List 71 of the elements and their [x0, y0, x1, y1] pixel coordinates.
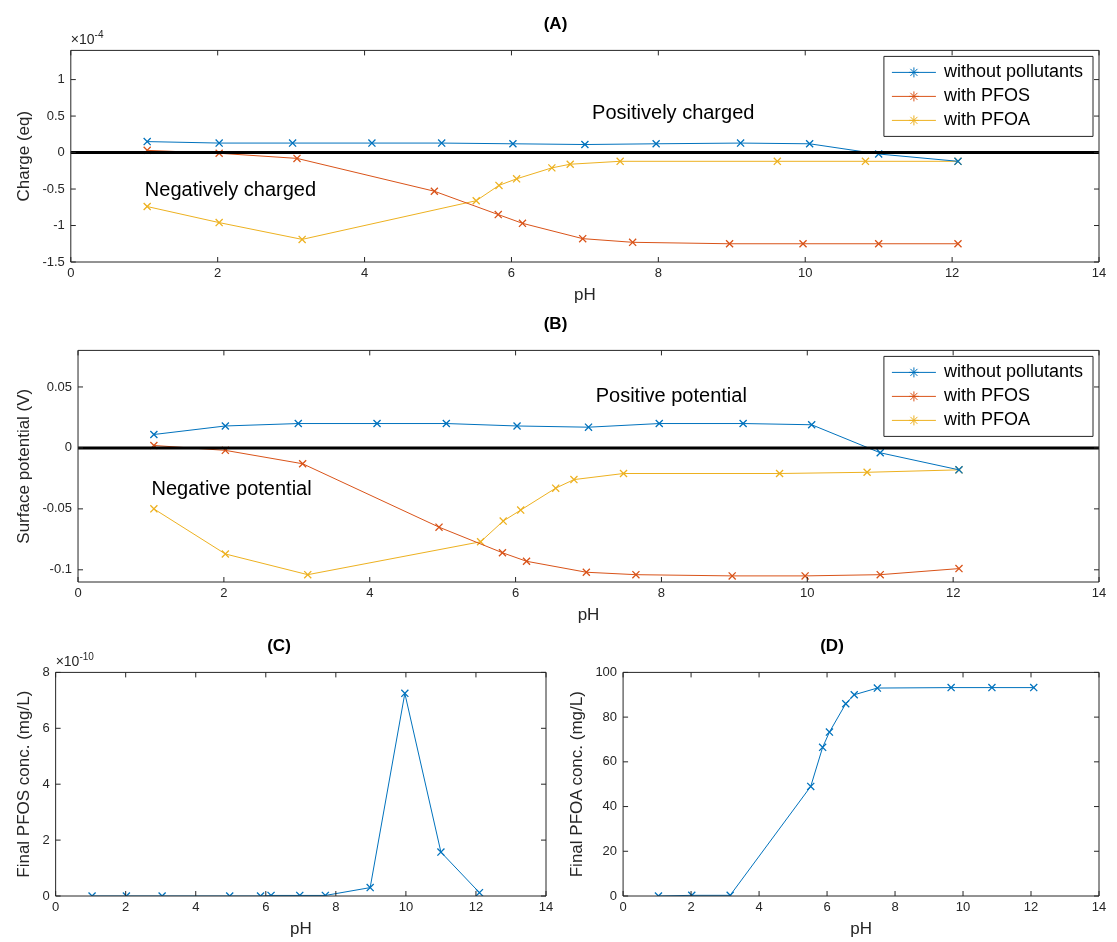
y-axis-title: Charge (eq): [13, 110, 33, 202]
x-tick-label: 6: [511, 585, 520, 601]
x-tick-label: 4: [755, 899, 763, 915]
x-axis-title: pH: [574, 285, 596, 305]
chart-title: (D): [820, 635, 844, 655]
y-tick-label: 60: [602, 753, 618, 769]
x-tick-label: 6: [507, 265, 516, 281]
x-tick-label: 8: [332, 899, 340, 915]
y-tick-label: -0.05: [42, 500, 73, 516]
x-tick-label: 14: [1091, 585, 1107, 601]
y-tick-label: 8: [42, 663, 50, 679]
y-tick-label: 80: [602, 708, 618, 724]
x-tick-label: 10: [398, 899, 414, 915]
x-axis-title: pH: [850, 919, 872, 939]
x-tick-label: 12: [468, 899, 484, 915]
annotation: Negatively charged: [144, 177, 317, 200]
y-tick-label: 20: [602, 842, 618, 858]
legend-label: without pollutants: [942, 61, 1084, 82]
y-tick-label: 4: [42, 775, 50, 791]
legend-label: with PFOS: [942, 385, 1030, 406]
x-tick-label: 8: [891, 899, 899, 915]
x-tick-label: 4: [192, 899, 200, 915]
x-tick-label: 2: [122, 899, 130, 915]
y-tick-label: -0.5: [42, 180, 65, 196]
legend-label: with PFOA: [942, 409, 1030, 430]
x-tick-label: 10: [797, 265, 813, 281]
y-tick-label: 40: [602, 798, 618, 814]
legend-label: with PFOA: [942, 109, 1030, 130]
y-axis-title: Final PFOA conc. (mg/L): [566, 691, 586, 878]
x-tick-label: 14: [538, 899, 554, 915]
annotation: Negative potential: [151, 476, 312, 499]
x-tick-label: 12: [1023, 899, 1039, 915]
y-tick-label: 0: [64, 439, 73, 455]
y-tick-label: 1: [57, 71, 65, 87]
y-tick-label: -1: [53, 217, 65, 233]
legend-label: without pollutants: [942, 361, 1084, 382]
x-tick-label: 10: [800, 585, 815, 601]
y-axis-title: Surface potential (V): [13, 388, 33, 544]
y-tick-label: 100: [595, 663, 618, 679]
annotation: Positively charged: [592, 101, 755, 124]
x-tick-label: 8: [654, 265, 662, 281]
x-tick-label: 10: [955, 899, 971, 915]
x-tick-label: 12: [944, 265, 960, 281]
x-tick-label: 14: [1091, 265, 1107, 281]
x-tick-label: 6: [823, 899, 831, 915]
y-tick-label: -1.5: [42, 253, 65, 269]
x-tick-label: 4: [366, 585, 374, 601]
x-tick-label: 4: [360, 265, 369, 281]
y-tick-label: 0.5: [46, 107, 65, 123]
y-tick-label: 0: [609, 887, 618, 903]
y-tick-label: 0: [57, 144, 65, 160]
chart-title: (C): [267, 635, 291, 655]
x-tick-label: 14: [1091, 899, 1107, 915]
legend-label: with PFOS: [942, 85, 1030, 106]
x-tick-label: 12: [945, 585, 961, 601]
chart-title: (A): [543, 13, 568, 33]
y-tick-label: 0.05: [46, 378, 73, 394]
x-tick-label: 2: [687, 899, 695, 915]
y-tick-label: 0: [42, 887, 50, 903]
y-axis-title: Final PFOS conc. (mg/L): [13, 690, 33, 878]
y-tick-label: 6: [42, 719, 50, 735]
x-tick-label: 2: [220, 585, 228, 601]
annotation: Positive potential: [595, 384, 747, 407]
x-tick-label: 2: [214, 265, 222, 281]
x-axis-title: pH: [289, 919, 312, 939]
x-tick-label: 6: [262, 899, 270, 915]
y-tick-label: -0.1: [49, 561, 73, 577]
y-tick-label: 2: [42, 831, 50, 847]
x-axis-title: pH: [577, 605, 600, 625]
chart-title: (B): [543, 313, 568, 333]
x-tick-label: 8: [657, 585, 666, 601]
